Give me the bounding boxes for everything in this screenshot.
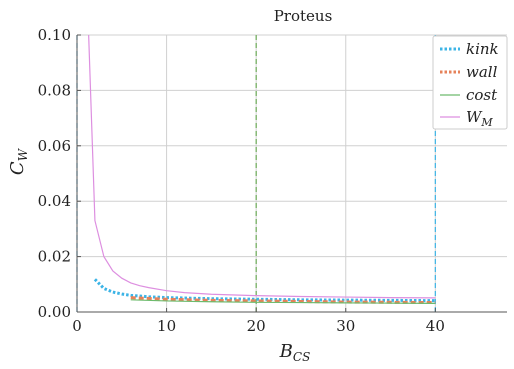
x-tick-label-1: 10 <box>157 317 176 335</box>
y-axis-label-main: C <box>7 161 28 175</box>
legend-label-wm-main: W <box>466 108 483 126</box>
series <box>88 34 436 305</box>
legend-label-wm-sub: M <box>480 116 493 129</box>
series-line-cost <box>130 299 436 305</box>
x-ticks: 0 10 20 30 40 <box>72 308 445 335</box>
legend-entry-wall: wall <box>440 63 498 81</box>
x-axis-label-main: B <box>279 341 293 362</box>
legend-label-wm: WM <box>466 108 493 129</box>
y-tick-label-5: 0.10 <box>38 26 71 44</box>
x-tick-label-4: 40 <box>426 317 445 335</box>
legend-label-cost: cost <box>466 86 498 104</box>
legend-entry-kink: kink <box>440 40 499 58</box>
x-axis-label: BCS <box>279 341 311 364</box>
y-axis-label-sub: W <box>16 147 30 161</box>
y-tick-label-0: 0.00 <box>38 303 71 321</box>
x-axis-label-sub: CS <box>293 350 310 364</box>
x-tick-label-2: 20 <box>247 317 266 335</box>
vertical-lines <box>76 35 436 312</box>
x-tick-label-0: 0 <box>72 317 82 335</box>
y-tick-label-3: 0.06 <box>38 137 71 155</box>
y-tick-label-2: 0.04 <box>38 192 71 210</box>
x-tick-label-3: 30 <box>336 317 355 335</box>
y-ticks: 0.00 0.02 0.04 0.06 0.08 0.10 <box>38 26 81 321</box>
y-axis-label: CW <box>7 147 30 175</box>
y-tick-label-4: 0.08 <box>38 81 71 99</box>
series-line-w-m <box>88 34 436 299</box>
y-tick-label-1: 0.02 <box>38 248 71 266</box>
legend: kink wall cost WM <box>432 35 508 130</box>
chart-title: Proteus <box>274 7 333 25</box>
legend-entry-wm: WM <box>440 108 493 129</box>
legend-label-kink: kink <box>466 40 499 58</box>
legend-label-wall: wall <box>466 63 498 81</box>
legend-box <box>432 35 508 130</box>
series-line-kink <box>93 278 436 303</box>
legend-entry-cost: cost <box>440 86 498 104</box>
series-line-wall <box>130 296 436 305</box>
